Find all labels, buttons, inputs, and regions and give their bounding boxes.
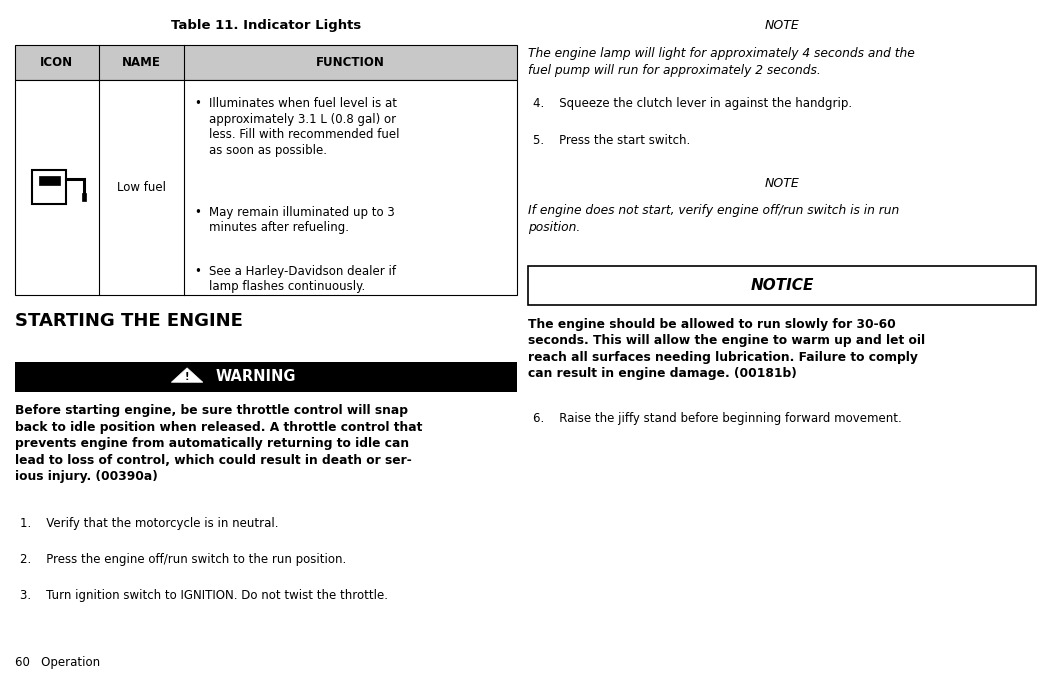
Bar bbox=[15, 80, 517, 295]
Text: ICON: ICON bbox=[40, 56, 74, 69]
Text: •: • bbox=[194, 206, 201, 219]
Text: NOTICE: NOTICE bbox=[750, 279, 813, 293]
Text: 1.    Verify that the motorcycle is in neutral.: 1. Verify that the motorcycle is in neut… bbox=[20, 517, 279, 530]
Bar bbox=[15, 362, 517, 392]
Bar bbox=[39, 176, 60, 185]
Text: 4.    Squeeze the clutch lever in against the handgrip.: 4. Squeeze the clutch lever in against t… bbox=[533, 97, 852, 110]
Text: NAME: NAME bbox=[122, 56, 161, 69]
Text: Illuminates when fuel level is at
approximately 3.1 L (0.8 gal) or
less. Fill wi: Illuminates when fuel level is at approx… bbox=[209, 97, 399, 157]
Bar bbox=[82, 193, 86, 201]
Text: See a Harley-Davidson dealer if
lamp flashes continuously.: See a Harley-Davidson dealer if lamp fla… bbox=[209, 265, 396, 294]
Text: The engine lamp will light for approximately 4 seconds and the
fuel pump will ru: The engine lamp will light for approxima… bbox=[528, 47, 914, 77]
Text: NOTE: NOTE bbox=[764, 177, 800, 190]
Text: Before starting engine, be sure throttle control will snap
back to idle position: Before starting engine, be sure throttle… bbox=[15, 404, 423, 483]
Text: !: ! bbox=[185, 372, 189, 382]
Text: WARNING: WARNING bbox=[215, 369, 295, 384]
Text: •: • bbox=[194, 265, 201, 278]
Text: Table 11. Indicator Lights: Table 11. Indicator Lights bbox=[170, 19, 362, 32]
Text: Low fuel: Low fuel bbox=[117, 181, 166, 194]
Text: 3.    Turn ignition switch to IGNITION. Do not twist the throttle.: 3. Turn ignition switch to IGNITION. Do … bbox=[20, 589, 388, 602]
Text: 2.    Press the engine off/run switch to the run position.: 2. Press the engine off/run switch to th… bbox=[20, 553, 346, 566]
Text: 6.    Raise the jiffy stand before beginning forward movement.: 6. Raise the jiffy stand before beginnin… bbox=[533, 412, 902, 425]
Text: The engine should be allowed to run slowly for 30-60
seconds. This will allow th: The engine should be allowed to run slow… bbox=[528, 318, 925, 380]
Polygon shape bbox=[171, 368, 203, 382]
Text: 60   Operation: 60 Operation bbox=[15, 656, 100, 669]
Text: FUNCTION: FUNCTION bbox=[316, 56, 385, 69]
Text: NOTE: NOTE bbox=[764, 19, 800, 32]
Text: If engine does not start, verify engine off/run switch is in run
position.: If engine does not start, verify engine … bbox=[528, 204, 899, 234]
Text: May remain illuminated up to 3
minutes after refueling.: May remain illuminated up to 3 minutes a… bbox=[209, 206, 394, 235]
Bar bbox=[33, 170, 66, 204]
Text: STARTING THE ENGINE: STARTING THE ENGINE bbox=[15, 312, 243, 330]
Bar bbox=[528, 266, 1036, 305]
Text: •: • bbox=[194, 97, 201, 110]
Bar bbox=[15, 45, 517, 80]
Text: 5.    Press the start switch.: 5. Press the start switch. bbox=[533, 134, 691, 147]
